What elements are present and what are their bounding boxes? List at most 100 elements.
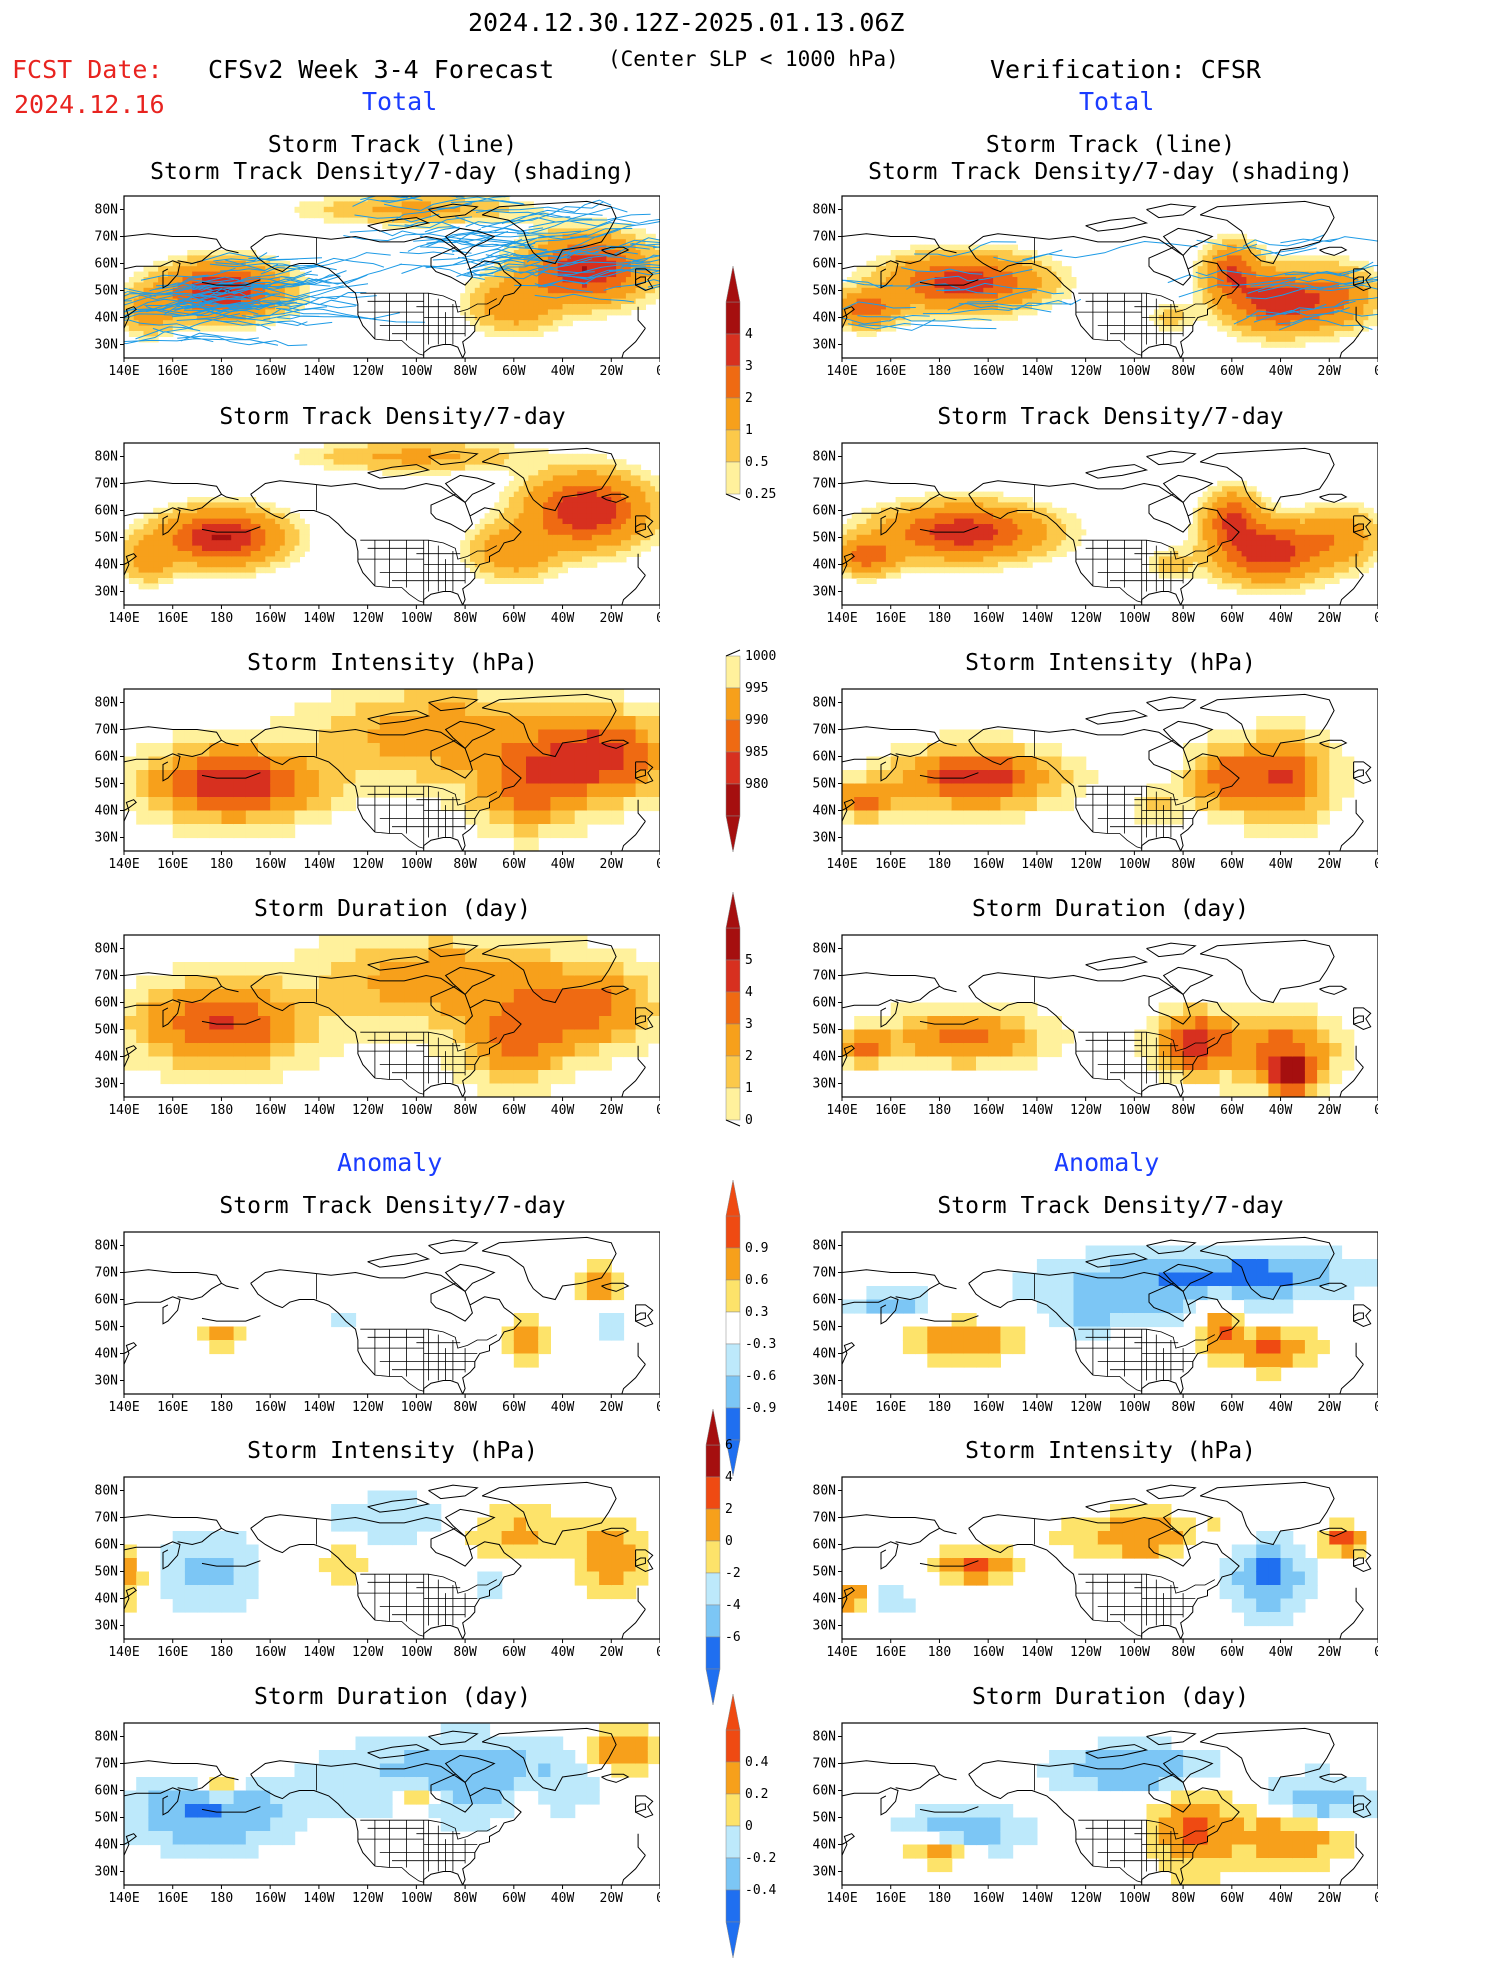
lat-tick-label: 50N [813,1320,836,1335]
lat-tick-label: 80N [95,203,118,218]
lon-tick-label: 0 [656,1891,660,1906]
lon-tick-label: 140W [1021,1400,1052,1415]
lon-tick-label: 0 [1374,857,1378,872]
lat-tick-label: 30N [813,1374,836,1389]
lon-tick-label: 0 [1374,1891,1378,1906]
lat-tick-label: 80N [813,942,836,957]
colorbar-arrow-top [726,1180,740,1216]
lon-tick-label: 60W [502,857,526,872]
lon-tick-label: 60W [1220,857,1244,872]
fcst-date: 2024.12.16 [14,90,165,119]
lat-tick-label: 80N [95,696,118,711]
lon-tick-label: 120W [1070,857,1101,872]
lat-tick-label: 60N [813,1784,836,1799]
colorbar-label: 3 [745,1017,753,1032]
lon-tick-label: 20W [1318,1103,1342,1118]
lon-tick-label: 20W [600,364,624,379]
lat-tick-label: 70N [813,1266,836,1281]
colorbar-label: 0 [745,1113,753,1128]
lon-tick-label: 140E [108,857,139,872]
lon-tick-label: 140E [108,611,139,626]
colorbar-label: -0.4 [745,1883,776,1898]
lat-tick-label: 80N [95,1730,118,1745]
lon-tick-label: 140E [826,611,857,626]
colorbar-label: 1 [745,423,753,438]
colorbar-swatch [726,752,740,784]
lon-tick-label: 160E [875,857,906,872]
lat-tick-label: 30N [813,831,836,846]
lat-tick-label: 60N [813,1538,836,1553]
lon-tick-label: 160W [973,1645,1004,1660]
lon-tick-label: 0 [1374,1103,1378,1118]
lon-tick-label: 80W [1171,364,1195,379]
lon-tick-label: 160W [255,364,286,379]
lon-tick-label: 160E [157,1645,188,1660]
colorbar-label: 4 [725,1470,733,1485]
lat-tick-label: 80N [813,1484,836,1499]
lon-tick-label: 140W [1021,364,1052,379]
lat-tick-label: 40N [813,311,836,326]
lat-tick-label: 30N [95,831,118,846]
lon-tick-label: 140W [303,1645,334,1660]
lon-tick-label: 160E [157,1400,188,1415]
lon-tick-label: 160W [255,1645,286,1660]
lon-tick-label: 40W [1269,1400,1293,1415]
lat-tick-label: 40N [813,1838,836,1853]
lon-tick-label: 140E [826,1103,857,1118]
lon-tick-label: 160W [255,611,286,626]
lon-tick-label: 40W [1269,611,1293,626]
panel-title-density-left: Storm Track Density/7-day [125,404,660,431]
lat-tick-label: 80N [813,1239,836,1254]
lat-tick-label: 40N [95,1592,118,1607]
lat-tick-label: 30N [813,338,836,353]
lon-tick-label: 120W [1070,611,1101,626]
colorbar-arrow-top [726,892,740,928]
lat-tick-label: 50N [813,284,836,299]
colorbar-swatch [726,1762,740,1794]
lon-tick-label: 60W [1220,1645,1244,1660]
lon-tick-label: 140W [303,857,334,872]
lon-tick-label: 160E [157,364,188,379]
lon-tick-label: 0 [656,857,660,872]
lat-tick-label: 30N [95,1077,118,1092]
lat-tick-label: 40N [95,804,118,819]
lon-tick-label: 80W [453,1645,477,1660]
lat-tick-label: 70N [95,230,118,245]
lon-tick-label: 60W [502,1645,526,1660]
lon-tick-label: 180 [210,857,233,872]
lon-tick-label: 180 [210,364,233,379]
panel-title-intensity-left: Storm Intensity (hPa) [125,650,660,677]
lon-tick-label: 20W [1318,1645,1342,1660]
lon-tick-label: 180 [928,1891,951,1906]
lon-tick-label: 100W [401,857,432,872]
verification-label: Verification: CFSR [990,55,1261,84]
colorbar-swatch [726,1216,740,1248]
colorbar-label: 995 [745,681,768,696]
colorbar-swatch [726,302,740,334]
colorbar-swatch [726,1024,740,1056]
lon-tick-label: 100W [1119,857,1150,872]
colorbar-label: 0 [725,1534,733,1549]
panel-title-intensity-anom-right: Storm Intensity (hPa) [843,1438,1378,1465]
lat-tick-label: 50N [95,1320,118,1335]
lat-tick-label: 60N [95,1538,118,1553]
lat-tick-label: 50N [95,284,118,299]
lat-tick-label: 40N [95,311,118,326]
colorbar-swatch [726,1088,740,1120]
section-total-left: Total [362,87,437,116]
lon-tick-label: 80W [453,857,477,872]
lon-tick-label: 140W [303,1103,334,1118]
colorbar-label: 0.3 [745,1305,768,1320]
lon-tick-label: 80W [453,1400,477,1415]
lat-tick-label: 40N [813,558,836,573]
lon-tick-label: 140W [303,1891,334,1906]
panel-title-track-shading-right: Storm Track Density/7-day (shading) [843,159,1378,186]
colorbar-swatch [726,688,740,720]
colorbar-swatch [726,334,740,366]
colorbar-arrow-bottom [726,1922,740,1958]
